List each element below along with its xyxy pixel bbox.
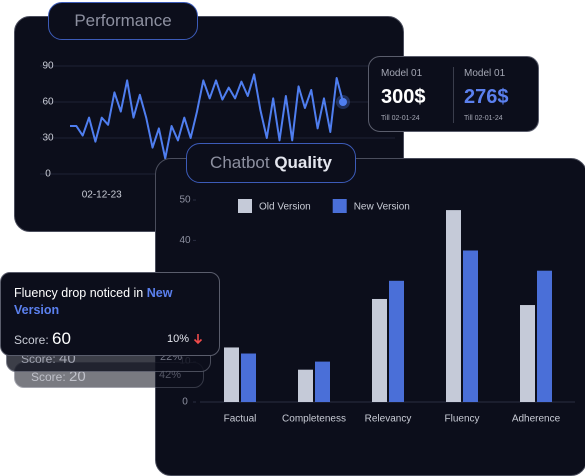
y-tick-label: 30: [42, 133, 54, 144]
model-name: Model 01: [464, 68, 506, 79]
legend-label: New Version: [354, 202, 410, 213]
bar: [315, 361, 330, 402]
x-tick-label: Adherence: [512, 414, 561, 425]
down-arrow: [193, 334, 203, 345]
bar: [446, 210, 461, 402]
alert-highlight: New Version: [14, 286, 173, 317]
y-tick-label: 0: [45, 169, 51, 180]
title-text: Performance: [74, 11, 172, 30]
model-value: 276$: [464, 86, 509, 108]
model-till: Till 02-01-24: [464, 115, 503, 122]
bar: [224, 347, 239, 402]
legend-label: Old Version: [259, 202, 311, 213]
model-till: Till 02-01-24: [381, 115, 420, 122]
performance-title: Performance: [48, 2, 198, 40]
change: 10%: [167, 333, 190, 345]
quality-title: Chatbot Quality: [186, 143, 356, 183]
line: [70, 73, 344, 160]
y-tick-label: 0: [182, 397, 188, 408]
title-text: Chatbot: [210, 153, 270, 172]
model-card: Model 01 300$ Till 02-01-24 Model 01 276…: [368, 56, 539, 132]
alert-card: Fluency drop noticed in New Version Scor…: [0, 272, 220, 356]
x-tick-label: Factual: [224, 414, 257, 425]
bar: [241, 353, 256, 402]
y-tick-label: 40: [179, 235, 191, 246]
legend-swatch: [238, 199, 252, 213]
end-point: [339, 98, 347, 106]
divider: [453, 67, 454, 123]
bar: [298, 369, 313, 402]
bar: [520, 305, 535, 402]
x-tick-label: Fluency: [444, 414, 479, 425]
x-tick-label: 02-12-23: [82, 190, 122, 201]
model-value: 300$: [381, 86, 426, 108]
change: 42%: [158, 369, 181, 381]
title-bold: Quality: [274, 153, 332, 172]
score-label: Score:: [31, 370, 66, 384]
bar: [372, 298, 387, 402]
model-name: Model 01: [381, 68, 423, 79]
score-label: Score:: [14, 333, 49, 347]
y-tick-label: 60: [42, 97, 54, 108]
x-tick-label: Completeness: [282, 414, 346, 425]
legend-swatch: [332, 199, 347, 213]
quality-card: [155, 158, 585, 476]
x-tick-label: Relevancy: [365, 414, 412, 425]
bar: [537, 270, 552, 402]
y-tick-label: 50: [179, 195, 191, 206]
score: 60: [52, 329, 71, 348]
bar: [463, 250, 478, 402]
alert-text: Fluency drop noticed in: [14, 286, 147, 300]
y-tick-label: 90: [42, 61, 54, 72]
score: 20: [69, 368, 86, 385]
bar: [389, 280, 404, 402]
